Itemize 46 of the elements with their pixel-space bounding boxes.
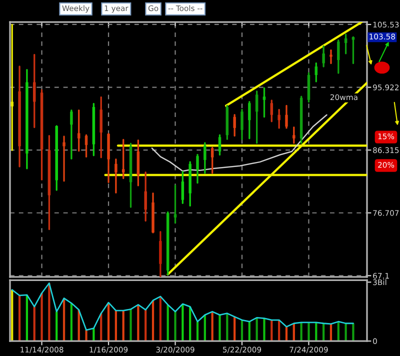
candlestick [122, 138, 125, 180]
candlestick [248, 100, 251, 140]
candlestick [204, 142, 206, 174]
candlestick [32, 54, 36, 128]
candlestick [322, 45, 325, 68]
bar [352, 323, 354, 342]
bar [40, 293, 43, 342]
candlestick [70, 109, 73, 160]
bar [33, 306, 36, 342]
candlestick [100, 96, 102, 158]
bar [130, 309, 132, 342]
candlestick [210, 146, 214, 174]
candlestick [344, 34, 348, 54]
candlestick [159, 231, 162, 277]
candlestick [292, 126, 296, 144]
candlestick [136, 140, 140, 186]
candlestick [62, 136, 66, 182]
bar [85, 330, 88, 342]
candlestick [218, 134, 222, 156]
bar [144, 310, 147, 342]
candlestick [314, 62, 318, 82]
candlestick [262, 87, 266, 118]
candlestick [337, 40, 340, 74]
candlestick [278, 108, 280, 129]
candlestick [144, 172, 147, 222]
bar [56, 312, 58, 342]
candlestick [240, 108, 244, 140]
line-series [151, 114, 328, 172]
line-series [11, 282, 354, 331]
bar [48, 283, 50, 342]
bar [11, 290, 14, 342]
candlestick [77, 109, 80, 152]
candlestick [174, 184, 177, 224]
candlestick [233, 114, 236, 137]
candlestick [10, 24, 14, 152]
candlestick [181, 170, 184, 204]
bar [308, 322, 310, 342]
candlestick [285, 104, 288, 129]
candlestick [255, 90, 258, 144]
bar [218, 314, 221, 342]
candlestick [196, 154, 199, 184]
bar [263, 318, 266, 342]
bar [18, 295, 21, 342]
candlestick [114, 158, 118, 194]
bar [174, 312, 176, 342]
candlestick [270, 100, 274, 122]
